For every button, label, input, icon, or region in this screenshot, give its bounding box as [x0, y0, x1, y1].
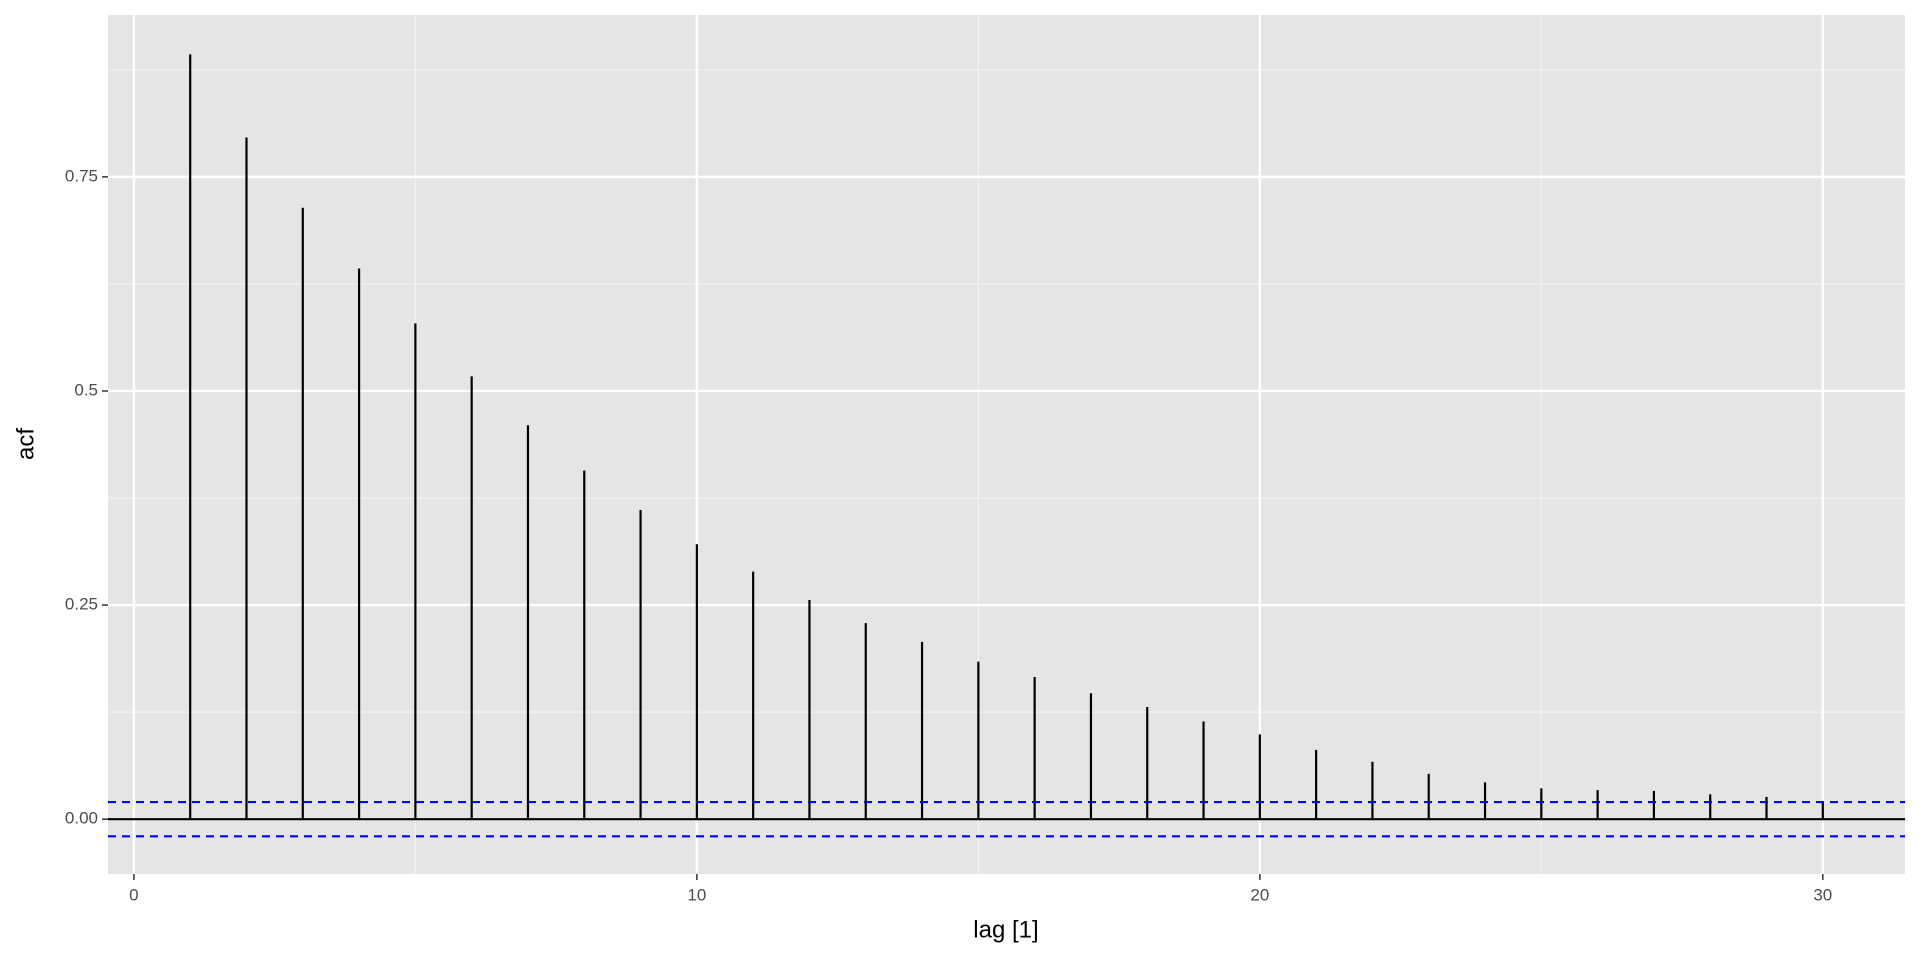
panel — [108, 15, 1905, 874]
x-tick-label: 20 — [1250, 885, 1269, 904]
y-tick-label: 0.25 — [65, 595, 98, 614]
y-axis-title: acf — [12, 428, 39, 460]
y-tick-label: 0.5 — [74, 380, 98, 399]
y-tick-label: 0.75 — [65, 166, 98, 185]
y-tick-label: 0.00 — [65, 809, 98, 828]
x-tick-label: 30 — [1813, 885, 1832, 904]
x-axis-title: lag [1] — [973, 916, 1038, 943]
x-tick-label: 0 — [129, 885, 138, 904]
x-tick-label: 10 — [687, 885, 706, 904]
